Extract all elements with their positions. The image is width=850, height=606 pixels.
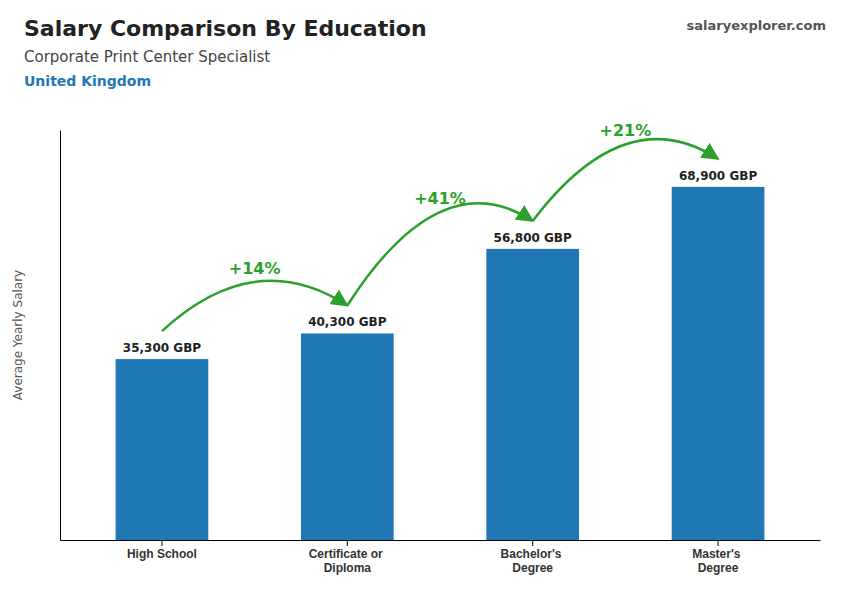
change-arrow (162, 281, 347, 331)
bar (672, 187, 765, 540)
change-arrow (533, 139, 718, 221)
y-axis-title: Average Yearly Salary (11, 270, 25, 400)
bars (116, 187, 765, 540)
x-tick-label: Master's Degree (692, 547, 744, 575)
data-label: 68,900 GBP (679, 169, 757, 183)
x-tick-mark (347, 540, 348, 546)
bar (116, 359, 209, 540)
x-tick: Bachelor's Degree (501, 540, 565, 575)
data-label: 35,300 GBP (123, 341, 201, 355)
x-tick-mark (532, 540, 533, 546)
change-annotations: +14% +41% +21% (162, 121, 718, 331)
x-tick-label: Certificate or Diploma (309, 547, 386, 575)
change-label: +21% (600, 121, 652, 140)
x-tick-mark (718, 540, 719, 546)
x-axis: High School Certificate or Diploma Bachelo… (61, 540, 821, 575)
annotation: salaryexplorer.com (687, 18, 826, 33)
bar (486, 249, 579, 540)
x-tick-label: High School (127, 547, 197, 561)
y-axis-line (60, 131, 61, 541)
bar (301, 333, 394, 540)
plot: High School Certificate or Diploma Bachelo… (61, 121, 821, 575)
x-tick-mark (161, 540, 162, 546)
chart: Salary Comparison By Education Corporate … (0, 0, 850, 606)
x-axis-line (61, 540, 821, 541)
data-label: 40,300 GBP (308, 315, 386, 329)
change-label: +41% (414, 189, 466, 208)
subtitle: Corporate Print Center Specialist (24, 48, 270, 66)
data-label: 56,800 GBP (494, 231, 572, 245)
x-tick: Master's Degree (692, 540, 744, 575)
x-tick: Certificate or Diploma (309, 540, 386, 575)
change-label: +14% (229, 259, 281, 278)
title: Salary Comparison By Education (24, 16, 427, 41)
x-tick: High School (127, 540, 197, 561)
y-axis (60, 131, 61, 541)
annotation: United Kingdom (24, 73, 151, 89)
change-arrow (347, 203, 532, 305)
data-labels: 35,300 GBP 40,300 GBP 56,800 GBP 68,900 GBP (123, 169, 758, 355)
x-tick-label: Bachelor's Degree (501, 547, 565, 575)
